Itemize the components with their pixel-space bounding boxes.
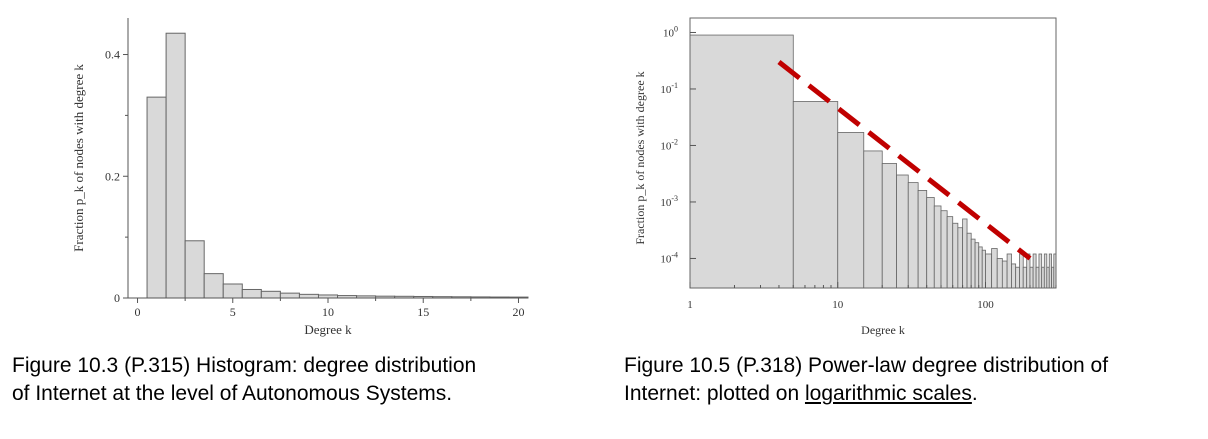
histogram-bar-9 [298,293,319,299]
loglog-bar-0 [689,34,794,289]
loglog-bar-32 [1035,266,1040,289]
x-axis-label: Degree k [304,322,352,337]
loglog-bar-24 [1006,253,1012,289]
loglog-bar-15 [966,232,972,289]
loglog-bar-5 [896,174,909,289]
loglog-bar-31 [1032,253,1037,289]
histogram-bar-3 [184,240,205,299]
y-axis-label: Fraction p_k of nodes with degree k [71,64,86,252]
loglog-bar-1 [792,101,839,289]
loglog-bar-7 [917,190,928,289]
histogram-bar-1 [146,96,167,299]
loglog-bar-30 [1029,266,1034,289]
loglog-bar-9 [933,205,942,289]
y-axis-label: Fraction p_k of nodes with degree k [633,71,647,244]
loglog-bar-14 [962,218,968,289]
caption-right-line2-start: Internet: plotted on [624,382,805,405]
x-tick-label-0: 0 [135,305,141,319]
y-tick-label--3: 10-3 [660,194,678,209]
loglog-bar-22 [996,258,1003,289]
histogram-bar-4 [203,273,224,299]
histogram-bar-8 [279,292,300,299]
loglog-bar-26 [1015,266,1020,289]
loglog-bar-28 [1022,266,1028,289]
caption-right-line2: Internet: plotted on logarithmic scales. [624,380,1108,408]
y-tick-label-0.2: 0.2 [105,169,120,183]
loglog-bar-3 [863,150,883,289]
loglog-bar-13 [957,227,964,289]
histogram-svg: 0 5 10 15 20 0 0.2 0.4 Degree k Fraction p_k of n… [71,18,529,337]
x-tick-label-15: 15 [417,305,429,319]
loglog-bar-12 [952,222,959,289]
power-law-trend-line [777,60,1032,261]
x-tick-label-5: 5 [230,305,236,319]
loglog-bar-33 [1038,253,1043,289]
x-tick-label-10: 10 [322,305,334,319]
loglog-bar-18 [978,246,983,289]
caption-right: Figure 10.5 (P.318) Power-law degree dis… [624,352,1108,408]
y-tick-label-0: 100 [663,24,678,39]
x-tick-label-10: 10 [832,299,844,311]
y-tick-label-0: 0 [114,291,120,305]
caption-left: Figure 10.3 (P.315) Histogram: degree di… [12,352,476,408]
loglog-bar-16 [970,238,976,289]
histogram-bar-5 [222,283,243,299]
loglog-svg: 1 10 100 100 10-1 10-2 10-3 10-4 Degree k Fractio… [633,17,1057,337]
loglog-bar-23 [1001,260,1008,289]
loglog-bar-6 [907,182,919,289]
caption-left-line1: Figure 10.3 (P.315) Histogram: degree di… [12,354,477,377]
x-tick-label-20: 20 [512,305,524,319]
loglog-bar-27 [1019,253,1024,289]
caption-right-line2-end: . [971,382,978,405]
loglog-chart: 1 10 100 100 10-1 10-2 10-3 10-4 Degree k Fractio… [600,0,1208,350]
histogram-bar-2 [165,32,186,299]
plot-frame [689,17,1057,289]
y-tick-label-0.4: 0.4 [105,48,120,62]
loglog-bar-25 [1011,263,1017,289]
x-tick-label-100: 100 [977,299,994,311]
caption-right-line1: Figure 10.5 (P.318) Power-law degree dis… [624,354,1109,377]
loglog-bar-10 [940,210,948,289]
y-tick-label--2: 10-2 [660,137,678,152]
caption-left-line2: of Internet at the level of Autonomous S… [12,382,453,405]
histogram-bar-6 [241,288,262,299]
loglog-bar-21 [991,248,998,289]
histogram-bar-7 [260,290,281,299]
y-tick-label--4: 10-4 [660,250,678,265]
loglog-bar-17 [974,242,980,289]
x-axis-label: Degree k [861,323,905,337]
y-tick-label--1: 10-1 [660,81,678,96]
histogram-chart: 0 5 10 15 20 0 0.2 0.4 Degree k Fraction p_k of n… [0,0,560,350]
loglog-bar-20 [985,253,993,289]
x-tick-label-1: 1 [687,299,693,311]
loglog-bar-8 [926,197,935,289]
loglog-bar-11 [946,216,954,289]
log-scales-link[interactable]: logarithmic scales [804,382,972,405]
loglog-bar-4 [881,163,897,289]
loglog-bar-2 [837,132,865,289]
